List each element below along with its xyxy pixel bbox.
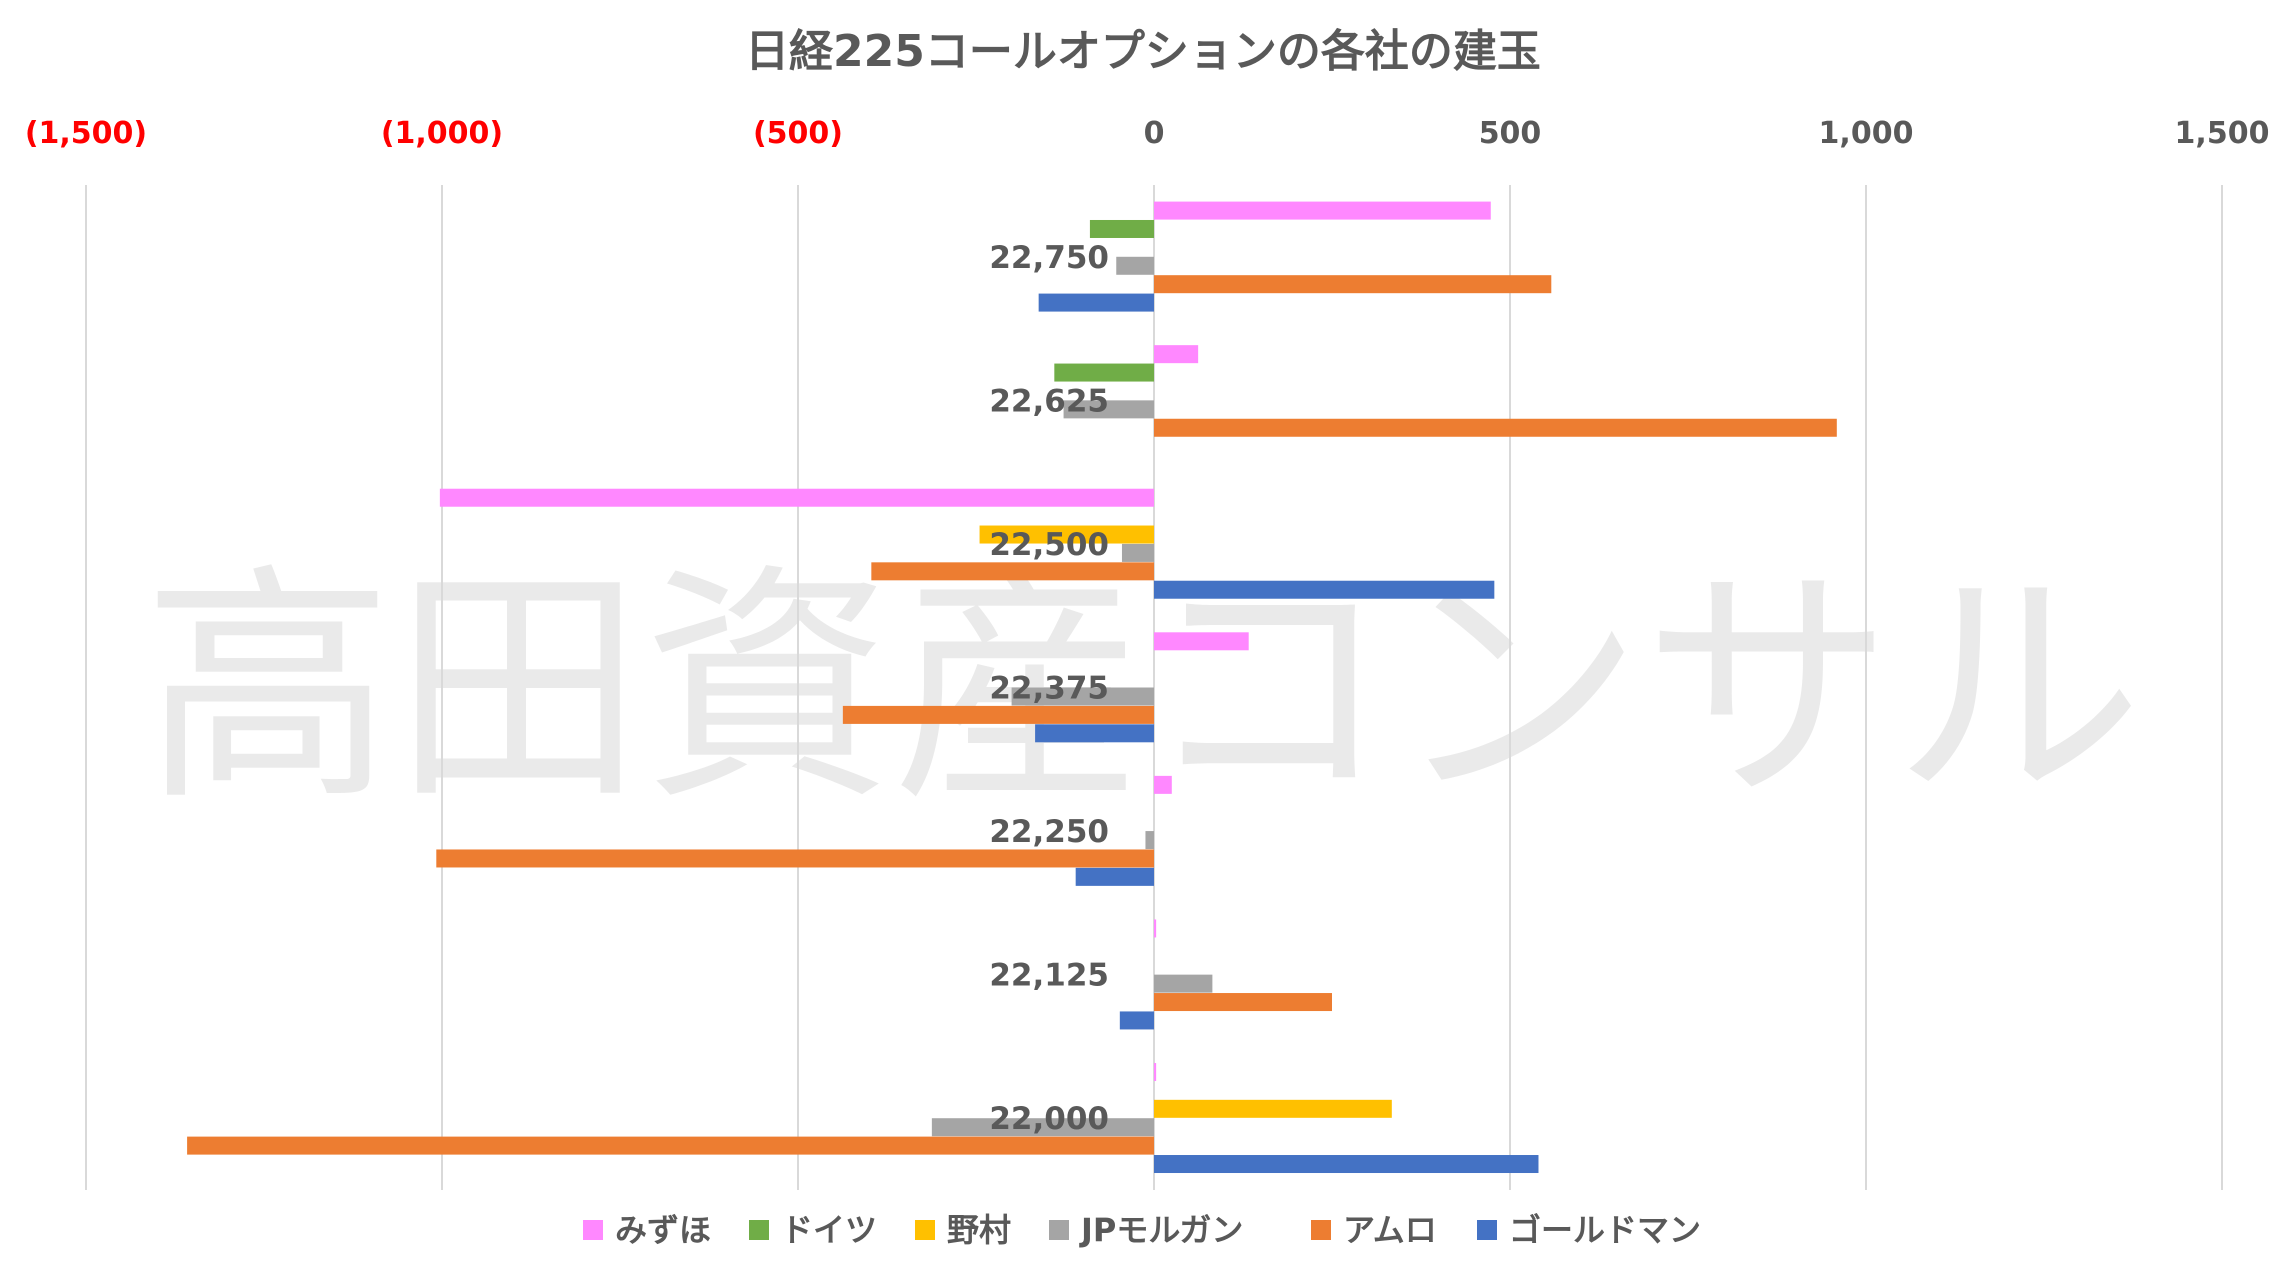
- category-label: 22,750: [989, 240, 1109, 276]
- x-tick-label: 1,500: [2175, 116, 2270, 151]
- category-label: 22,250: [989, 814, 1109, 850]
- legend-label: みずほ: [615, 1211, 711, 1249]
- bar: [1116, 256, 1154, 275]
- x-tick-label: 500: [1479, 116, 1542, 151]
- bar: [1154, 201, 1491, 220]
- legend-swatch: [749, 1220, 769, 1240]
- bar: [436, 849, 1155, 868]
- bar: [871, 562, 1154, 581]
- bar: [1154, 580, 1495, 599]
- category-labels: 22,750 22,625 22,500 22,375 22,250 22,125 22,0…: [989, 240, 1109, 1137]
- bar: [1154, 345, 1199, 364]
- bar: [1145, 831, 1154, 850]
- category-label: 22,625: [989, 383, 1109, 419]
- bar: [1054, 363, 1154, 382]
- category-label: 22,500: [989, 527, 1109, 563]
- bar: [1063, 400, 1154, 419]
- legend-swatch: [1049, 1220, 1069, 1240]
- legend: みずほ ドイツ 野村 JPモルガン アムロ ゴールドマン: [583, 1211, 1701, 1249]
- bar: [1154, 1099, 1392, 1118]
- legend-swatch: [1311, 1220, 1331, 1240]
- bar: [1011, 687, 1154, 706]
- x-tick-label: (1,000): [381, 116, 503, 151]
- bar: [1154, 275, 1552, 294]
- legend-label: 野村: [947, 1211, 1011, 1249]
- bar: [1154, 418, 1837, 437]
- bar: [1038, 293, 1154, 312]
- bar: [1154, 775, 1172, 794]
- bar: [1154, 919, 1157, 938]
- bar: [1121, 543, 1154, 562]
- bar: [1154, 1155, 1539, 1174]
- bar: [1035, 724, 1154, 743]
- legend-swatch: [915, 1220, 935, 1240]
- bar: [979, 525, 1154, 544]
- x-tick-label: (500): [753, 116, 843, 151]
- legend-swatch: [1477, 1220, 1497, 1240]
- bar: [1154, 1063, 1157, 1082]
- category-label: 22,375: [989, 671, 1109, 707]
- bar: [1154, 632, 1249, 651]
- bar: [1089, 219, 1154, 238]
- bar: [1154, 993, 1332, 1012]
- bar: [187, 1136, 1154, 1155]
- bar: [1154, 974, 1213, 993]
- legend-label: JPモルガン: [1079, 1211, 1243, 1249]
- bar: [1075, 867, 1154, 886]
- bar: [439, 488, 1154, 507]
- bars: [187, 201, 1837, 1174]
- x-axis-ticks: (1,500) (1,000) (500) 0 500 1,000 1,500: [25, 116, 2270, 151]
- bar: [1119, 1011, 1154, 1030]
- x-tick-label: 0: [1144, 116, 1165, 151]
- category-label: 22,125: [989, 958, 1109, 994]
- chart-title: 日経225コールオプションの各社の建玉: [745, 26, 1541, 77]
- x-tick-label: 1,000: [1819, 116, 1914, 151]
- legend-swatch: [583, 1220, 603, 1240]
- legend-label: ドイツ: [781, 1211, 877, 1249]
- bar: [842, 705, 1154, 724]
- category-label: 22,000: [989, 1101, 1109, 1137]
- legend-label: アムロ: [1343, 1211, 1437, 1249]
- x-tick-label: (1,500): [25, 116, 147, 151]
- bar: [931, 1118, 1154, 1137]
- legend-label: ゴールドマン: [1509, 1211, 1701, 1249]
